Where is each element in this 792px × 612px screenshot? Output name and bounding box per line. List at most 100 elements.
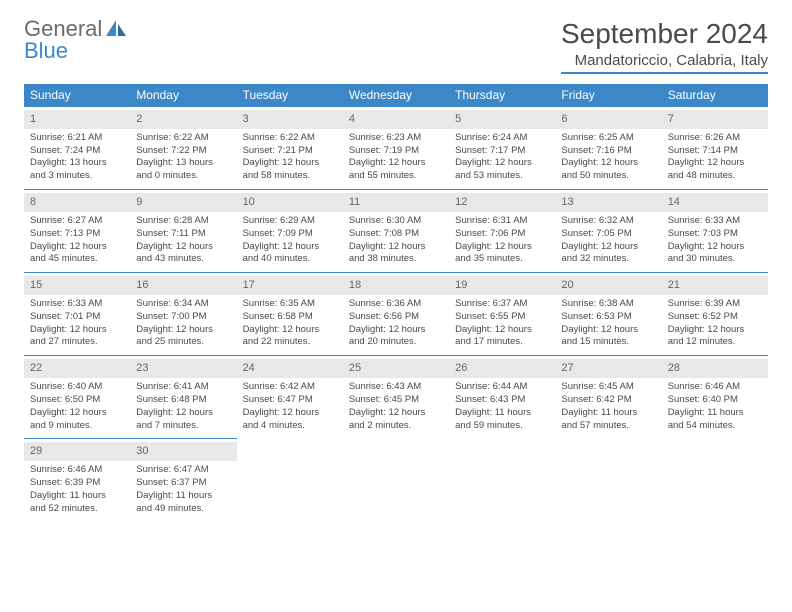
sunrise-line: Sunrise: 6:42 AM [243,381,337,394]
day-header: Monday [130,84,236,107]
day-cell: 21Sunrise: 6:39 AMSunset: 6:52 PMDayligh… [662,273,768,356]
sunrise-line: Sunrise: 6:37 AM [455,298,549,311]
sunset-line: Sunset: 6:47 PM [243,394,337,407]
sunset-line: Sunset: 6:45 PM [349,394,443,407]
daylight-line: Daylight: 12 hours and 22 minutes. [243,324,337,350]
sunset-line: Sunset: 7:06 PM [455,228,549,241]
sunset-line: Sunset: 7:19 PM [349,145,443,158]
day-number: 27 [555,359,661,378]
day-cell: 6Sunrise: 6:25 AMSunset: 7:16 PMDaylight… [555,107,661,190]
sunset-line: Sunset: 6:37 PM [136,477,230,490]
day-cell: 7Sunrise: 6:26 AMSunset: 7:14 PMDaylight… [662,107,768,190]
daylight-line: Daylight: 13 hours and 3 minutes. [30,157,124,183]
day-cell: 2Sunrise: 6:22 AMSunset: 7:22 PMDaylight… [130,107,236,190]
day-number: 19 [449,276,555,295]
sunset-line: Sunset: 6:50 PM [30,394,124,407]
day-cell: 16Sunrise: 6:34 AMSunset: 7:00 PMDayligh… [130,273,236,356]
day-number: 2 [130,110,236,129]
sunset-line: Sunset: 7:00 PM [136,311,230,324]
sunset-line: Sunset: 6:58 PM [243,311,337,324]
sunrise-line: Sunrise: 6:39 AM [668,298,762,311]
day-cell: 4Sunrise: 6:23 AMSunset: 7:19 PMDaylight… [343,107,449,190]
sunset-line: Sunset: 6:52 PM [668,311,762,324]
day-header: Tuesday [237,84,343,107]
sunrise-line: Sunrise: 6:33 AM [30,298,124,311]
sunset-line: Sunset: 6:56 PM [349,311,443,324]
daylight-line: Daylight: 12 hours and 25 minutes. [136,324,230,350]
day-cell: 19Sunrise: 6:37 AMSunset: 6:55 PMDayligh… [449,273,555,356]
location: Mandatoriccio, Calabria, Italy [561,52,768,74]
day-cell: 13Sunrise: 6:32 AMSunset: 7:05 PMDayligh… [555,190,661,273]
day-number: 28 [662,359,768,378]
day-cell: 20Sunrise: 6:38 AMSunset: 6:53 PMDayligh… [555,273,661,356]
day-header: Wednesday [343,84,449,107]
sunset-line: Sunset: 7:13 PM [30,228,124,241]
sunrise-line: Sunrise: 6:33 AM [668,215,762,228]
daylight-line: Daylight: 11 hours and 49 minutes. [136,490,230,516]
day-number: 13 [555,193,661,212]
day-number: 1 [24,110,130,129]
sunset-line: Sunset: 7:17 PM [455,145,549,158]
week-row: 15Sunrise: 6:33 AMSunset: 7:01 PMDayligh… [24,273,768,356]
day-cell: 28Sunrise: 6:46 AMSunset: 6:40 PMDayligh… [662,356,768,439]
logo-text-2: Blue [24,38,68,63]
sunset-line: Sunset: 6:40 PM [668,394,762,407]
daylight-line: Daylight: 12 hours and 9 minutes. [30,407,124,433]
daylight-line: Daylight: 12 hours and 45 minutes. [30,241,124,267]
day-number: 25 [343,359,449,378]
sunrise-line: Sunrise: 6:34 AM [136,298,230,311]
daylight-line: Daylight: 11 hours and 59 minutes. [455,407,549,433]
sunset-line: Sunset: 7:03 PM [668,228,762,241]
week-row: 8Sunrise: 6:27 AMSunset: 7:13 PMDaylight… [24,190,768,273]
day-cell: 25Sunrise: 6:43 AMSunset: 6:45 PMDayligh… [343,356,449,439]
sunset-line: Sunset: 7:14 PM [668,145,762,158]
sunset-line: Sunset: 7:16 PM [561,145,655,158]
sunrise-line: Sunrise: 6:29 AM [243,215,337,228]
day-cell: 17Sunrise: 6:35 AMSunset: 6:58 PMDayligh… [237,273,343,356]
day-cell: 18Sunrise: 6:36 AMSunset: 6:56 PMDayligh… [343,273,449,356]
sunrise-line: Sunrise: 6:38 AM [561,298,655,311]
day-cell: 30Sunrise: 6:47 AMSunset: 6:37 PMDayligh… [130,439,236,522]
daylight-line: Daylight: 12 hours and 48 minutes. [668,157,762,183]
day-number: 8 [24,193,130,212]
daylight-line: Daylight: 12 hours and 2 minutes. [349,407,443,433]
day-cell: 23Sunrise: 6:41 AMSunset: 6:48 PMDayligh… [130,356,236,439]
daylight-line: Daylight: 12 hours and 30 minutes. [668,241,762,267]
sunrise-line: Sunrise: 6:40 AM [30,381,124,394]
day-header: Saturday [662,84,768,107]
day-number: 18 [343,276,449,295]
day-number: 30 [130,442,236,461]
daylight-line: Daylight: 12 hours and 58 minutes. [243,157,337,183]
sunset-line: Sunset: 7:05 PM [561,228,655,241]
day-number: 3 [237,110,343,129]
day-number: 29 [24,442,130,461]
day-number: 20 [555,276,661,295]
sunrise-line: Sunrise: 6:26 AM [668,132,762,145]
week-row: 1Sunrise: 6:21 AMSunset: 7:24 PMDaylight… [24,107,768,190]
header: General Blue September 2024 Mandatoricci… [24,18,768,74]
day-header: Friday [555,84,661,107]
sunrise-line: Sunrise: 6:32 AM [561,215,655,228]
sunset-line: Sunset: 7:21 PM [243,145,337,158]
day-number: 26 [449,359,555,378]
day-cell: 1Sunrise: 6:21 AMSunset: 7:24 PMDaylight… [24,107,130,190]
day-number: 17 [237,276,343,295]
daylight-line: Daylight: 12 hours and 53 minutes. [455,157,549,183]
day-cell [343,439,449,522]
day-cell [449,439,555,522]
daylight-line: Daylight: 13 hours and 0 minutes. [136,157,230,183]
day-cell: 12Sunrise: 6:31 AMSunset: 7:06 PMDayligh… [449,190,555,273]
daylight-line: Daylight: 12 hours and 43 minutes. [136,241,230,267]
sunrise-line: Sunrise: 6:45 AM [561,381,655,394]
day-number: 10 [237,193,343,212]
daylight-line: Daylight: 11 hours and 57 minutes. [561,407,655,433]
day-cell: 29Sunrise: 6:46 AMSunset: 6:39 PMDayligh… [24,439,130,522]
day-cell [237,439,343,522]
day-number: 12 [449,193,555,212]
daylight-line: Daylight: 12 hours and 12 minutes. [668,324,762,350]
day-number: 6 [555,110,661,129]
sunrise-line: Sunrise: 6:36 AM [349,298,443,311]
sunset-line: Sunset: 7:22 PM [136,145,230,158]
day-number: 22 [24,359,130,378]
sunset-line: Sunset: 6:55 PM [455,311,549,324]
